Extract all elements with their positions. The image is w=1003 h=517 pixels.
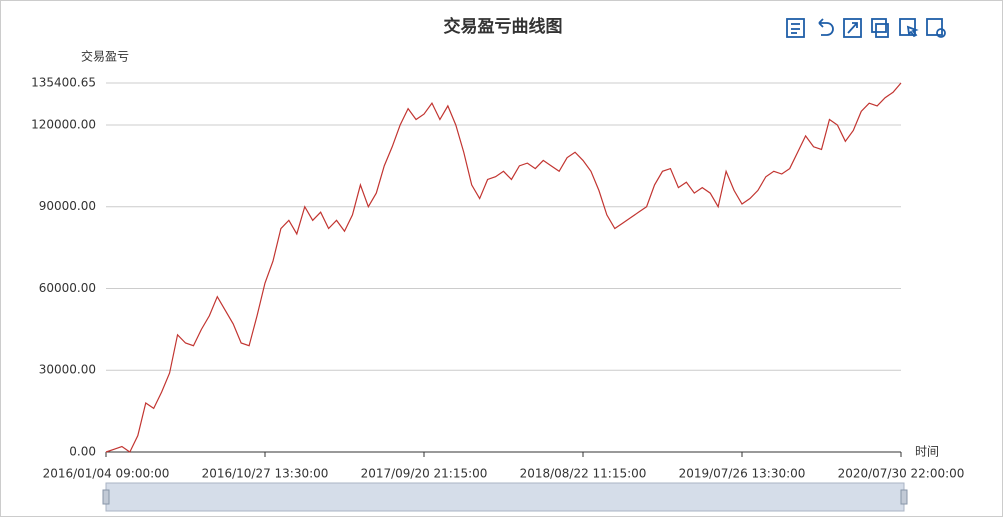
restore-button[interactable]	[818, 18, 834, 36]
x-axis-label: 时间	[915, 445, 939, 459]
y-tick-label: 90000.00	[39, 199, 96, 213]
zoom-handle[interactable]	[900, 489, 908, 505]
x-tick-label: 2018/08/22 11:15:00	[520, 467, 647, 481]
line	[105, 82, 902, 453]
y-tick-label: 135400.65	[31, 76, 96, 90]
toolbox	[786, 18, 946, 38]
y-tick-label: 30000.00	[39, 363, 96, 377]
zoom-button[interactable]	[843, 18, 862, 38]
chart-title: 交易盈亏曲线图	[444, 16, 563, 37]
x-tick-label: 2016/01/04 09:00:00	[43, 467, 170, 481]
y-tick-label: 0.00	[69, 445, 96, 459]
y-axis-label: 交易盈亏	[81, 49, 129, 64]
y-tick-label: 120000.00	[31, 117, 96, 131]
x-tick-label: 2019/07/26 13:30:00	[679, 467, 806, 481]
select-button[interactable]	[899, 18, 919, 38]
save-button[interactable]	[871, 18, 889, 38]
x-tick-label: 2016/10/27 13:30:00	[202, 467, 329, 481]
data-zoom[interactable]	[102, 482, 908, 512]
x-tick-label: 2017/09/20 21:15:00	[361, 467, 488, 481]
zoom-slider[interactable]	[105, 482, 905, 512]
x-tick-label: 2020/07/30 22:00:00	[838, 467, 965, 481]
data-view-button[interactable]	[786, 18, 805, 38]
y-tick-label: 60000.00	[39, 281, 96, 295]
zoom-handle[interactable]	[102, 489, 110, 505]
clear-button[interactable]	[926, 18, 946, 38]
